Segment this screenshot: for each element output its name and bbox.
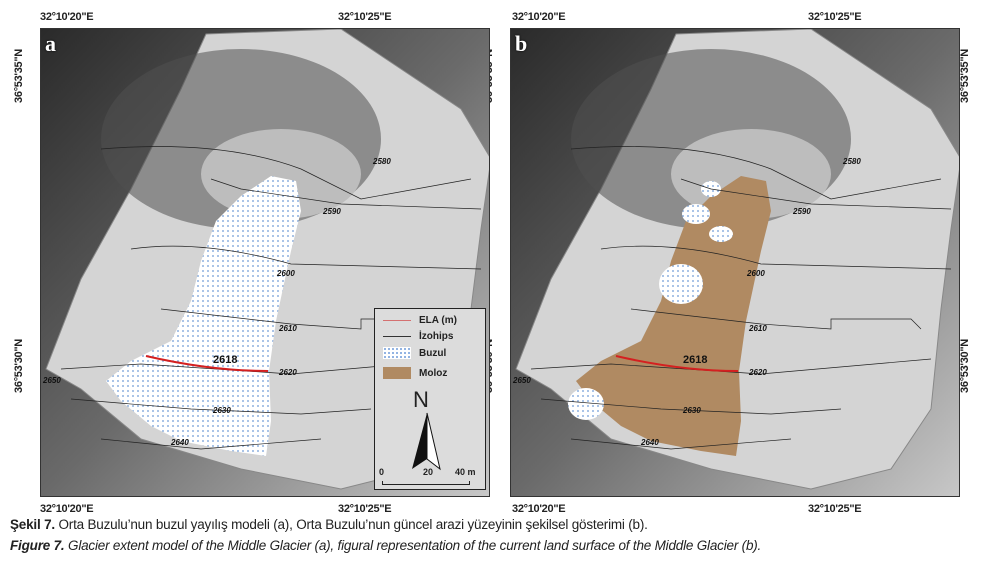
exposed-ice-patch — [682, 204, 710, 224]
contour-line — [570, 146, 942, 200]
contour-line — [130, 245, 482, 270]
lat-label-a-left-top: 36°53'35"N — [12, 49, 25, 103]
north-label: N — [413, 387, 429, 412]
contour-line — [630, 308, 922, 330]
exposed-ice-patch — [659, 264, 703, 304]
panel-letter-a: a — [45, 31, 56, 56]
caption-turkish: Şekil 7. Orta Buzulu’nun buzul yayılış m… — [10, 517, 648, 532]
caption-english: Figure 7. Glacier extent model of the Mi… — [10, 538, 761, 553]
ela-line — [145, 355, 269, 372]
contour-label: 2590 — [792, 207, 811, 216]
lon-label-b-bottom-right: 32°10'25"E — [808, 503, 862, 515]
scale-20: 20 — [423, 467, 434, 477]
contour-line — [100, 438, 322, 450]
lat-label-a-left-bottom: 36°53'30"N — [12, 339, 25, 393]
legend-buzul: Buzul — [419, 347, 447, 359]
contour-swatch — [383, 336, 411, 337]
contour-line — [540, 398, 842, 415]
caption-tr-text: Orta Buzulu’nun buzul yayılış modeli (a)… — [54, 517, 648, 532]
contour-label: 2630 — [212, 406, 231, 415]
lon-label-a-bottom-right: 32°10'25"E — [338, 503, 392, 515]
contour-line — [210, 178, 482, 210]
lon-label-a-top-right: 32°10'25"E — [338, 11, 392, 23]
debris-cover-area — [576, 176, 771, 456]
caption-tr-label: Şekil 7. — [10, 517, 55, 532]
legend-izohips: İzohips — [419, 331, 454, 342]
contour-label: 2620 — [748, 368, 767, 377]
contour-label: 2590 — [322, 207, 341, 216]
contour-line — [680, 178, 952, 210]
ela-label: 2618 — [213, 354, 237, 366]
lat-label-b-right-bottom: 36°53'30"N — [958, 339, 971, 393]
map-legend: ELA (m) İzohips Buzul Moloz N 0 20 40 m — [374, 308, 486, 490]
lon-label-a-top-left: 32°10'20"E — [40, 11, 94, 23]
scale-bar — [382, 481, 470, 485]
contour-label: 2640 — [170, 438, 189, 447]
contour-label: 2650 — [42, 376, 61, 385]
contour-label: 2610 — [278, 324, 297, 333]
contour-label: 2610 — [748, 324, 767, 333]
lon-label-b-top-left: 32°10'20"E — [512, 11, 566, 23]
lon-label-b-top-right: 32°10'25"E — [808, 11, 862, 23]
caption-en-text: Glacier extent model of the Middle Glaci… — [64, 538, 762, 553]
lat-label-b-right-top: 36°53'35"N — [958, 49, 971, 103]
glacier-ice-area — [106, 176, 301, 456]
caption-en-label: Figure 7. — [10, 538, 65, 553]
buzul-swatch — [383, 347, 411, 359]
ela-line — [615, 355, 739, 372]
contour-label: 2620 — [278, 368, 297, 377]
exposed-ice-patch — [709, 226, 733, 242]
map-b-svg: 2580 2590 2600 2610 2620 2630 2640 2650 2618 — [511, 29, 959, 496]
contour-line — [600, 245, 952, 270]
map-panel-a: 2580 2590 2600 2610 2620 2630 2640 2650 2618 a E… — [40, 28, 490, 497]
north-arrow-icon — [412, 412, 441, 471]
scale-0: 0 — [379, 467, 385, 477]
contour-label: 2640 — [640, 438, 659, 447]
contour-line — [70, 398, 372, 415]
panel-letter-b: b — [515, 31, 528, 56]
contour-label: 2630 — [682, 406, 701, 415]
exposed-ice-patch — [568, 388, 604, 420]
legend-ela: ELA (m) — [419, 315, 457, 326]
contour-label: 2600 — [746, 269, 765, 278]
contour-label: 2650 — [512, 376, 531, 385]
contour-label: 2600 — [276, 269, 295, 278]
lon-label-a-bottom-left: 32°10'20"E — [40, 503, 94, 515]
moloz-swatch — [383, 367, 411, 379]
legend-moloz: Moloz — [419, 367, 448, 379]
scale-40: 40 m — [455, 467, 476, 477]
ela-label: 2618 — [683, 354, 707, 366]
contour-label: 2580 — [842, 157, 861, 166]
contour-label: 2580 — [372, 157, 391, 166]
lon-label-b-bottom-left: 32°10'20"E — [512, 503, 566, 515]
contour-line — [100, 146, 472, 200]
ela-swatch — [383, 320, 411, 321]
contour-line — [570, 438, 792, 450]
map-panel-b: 2580 2590 2600 2610 2620 2630 2640 2650 2618 b — [510, 28, 960, 497]
